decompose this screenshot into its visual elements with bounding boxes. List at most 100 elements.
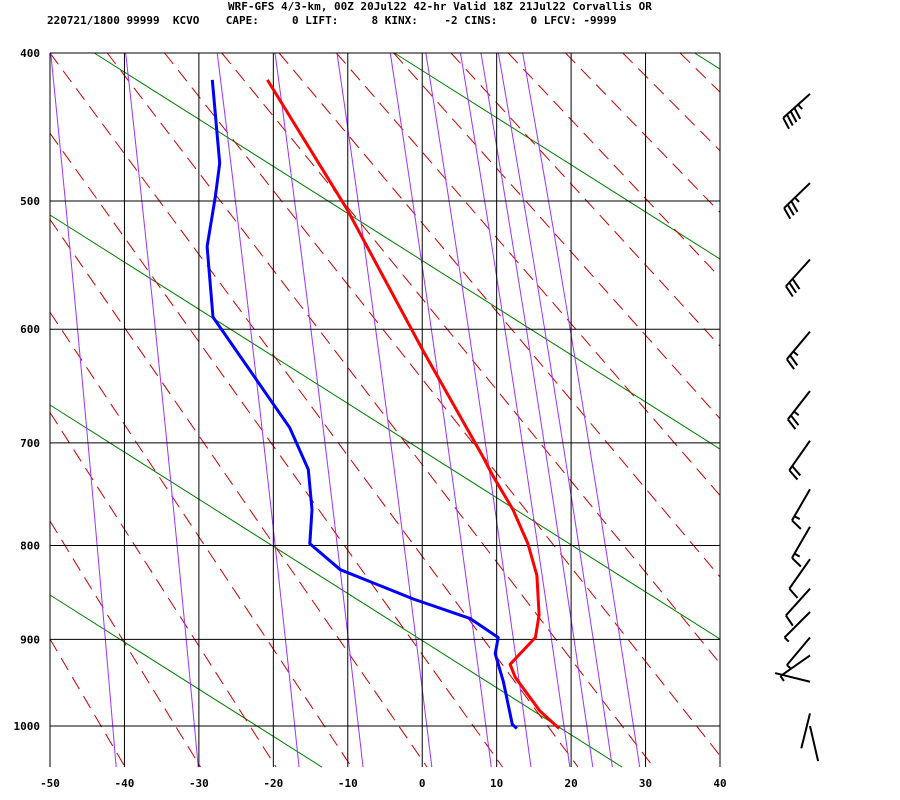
- mixing-ratio-segment: [144, 227, 147, 242]
- mixing-ratio-segment: [111, 717, 114, 727]
- mixing-ratio-segment: [296, 750, 299, 759]
- mixing-ratio-segment: [573, 639, 576, 649]
- mixing-ratio-segment: [167, 453, 170, 465]
- mixing-ratio-segment: [544, 329, 548, 342]
- mixing-ratio-segment: [282, 115, 286, 131]
- mixing-ratio-segment: [269, 495, 272, 506]
- mixing-ratio-segment: [181, 593, 184, 603]
- mixing-ratio-segment: [563, 292, 567, 305]
- mixing-ratio-segment: [323, 432, 326, 443]
- mixing-ratio-segment: [563, 574, 567, 585]
- mixing-ratio-segment: [79, 352, 82, 365]
- dry-adiabat: [335, 52, 721, 496]
- mixing-ratio-segment: [516, 158, 520, 174]
- mixing-ratio-segment: [516, 665, 519, 675]
- mixing-ratio-segment: [564, 734, 567, 743]
- mixing-ratio-segment: [241, 254, 244, 268]
- mixing-ratio-segment: [393, 464, 396, 475]
- mixing-ratio-segment: [500, 68, 505, 85]
- mixing-ratio-segment: [544, 593, 547, 603]
- barb-full: [791, 465, 802, 477]
- mixing-ratio-segment: [549, 630, 552, 640]
- mixing-ratio-segment: [547, 352, 551, 365]
- mixing-ratio-segment: [598, 505, 602, 516]
- mixing-ratio-segment: [525, 68, 529, 85]
- mixing-ratio-segment: [582, 574, 586, 585]
- mixing-ratio-segment: [446, 442, 450, 454]
- mixing-ratio-segment: [465, 574, 468, 585]
- mixing-ratio-segment: [343, 602, 346, 613]
- mixing-ratio-segment: [548, 474, 552, 486]
- mixing-ratio-segment: [157, 352, 160, 365]
- mixing-ratio-segment: [325, 453, 329, 465]
- mixing-ratio-segment: [67, 227, 70, 242]
- temperature-profile: [266, 79, 561, 730]
- mixing-ratio-segment: [557, 535, 561, 546]
- mixing-ratio-segment: [579, 555, 583, 565]
- mixing-ratio-segment: [466, 317, 470, 330]
- mixing-ratio-segment: [86, 432, 89, 443]
- mixing-ratio-segment: [56, 115, 59, 131]
- mixing-ratio-segment: [329, 485, 332, 496]
- mixing-ratio-segment: [577, 376, 581, 388]
- mixing-ratio-segment: [416, 648, 419, 658]
- mixing-ratio-segment: [250, 329, 253, 342]
- mixing-ratio-segment: [545, 602, 548, 613]
- mixing-ratio-segment: [467, 593, 470, 603]
- mixing-ratio-segment: [479, 683, 482, 693]
- mixing-ratio-segment: [550, 485, 553, 496]
- mixing-ratio-segment: [564, 453, 567, 465]
- mixing-ratio-segment: [509, 364, 513, 377]
- mixing-ratio-segment: [189, 683, 192, 693]
- mixing-ratio-segment: [183, 621, 186, 631]
- mixing-ratio-segment: [601, 700, 605, 710]
- mixing-ratio-segment: [557, 683, 560, 693]
- mixing-ratio-segment: [233, 187, 236, 202]
- mixing-ratio-segment: [412, 611, 415, 622]
- mixing-ratio-segment: [251, 341, 254, 354]
- sounding-indices: 220721/1800 99999 KCVO CAPE: 0 LIFT: 8 K…: [47, 14, 617, 27]
- mixing-ratio-segment: [448, 453, 451, 465]
- mixing-ratio-segment: [520, 292, 523, 305]
- mixing-ratio-segment: [60, 158, 64, 174]
- mixing-ratio-segment: [87, 442, 90, 454]
- mixing-ratio-segment: [529, 241, 533, 255]
- mixing-ratio-segment: [429, 317, 432, 330]
- mixing-ratio-segment: [525, 214, 529, 229]
- mixing-ratio-segment: [548, 200, 552, 215]
- mixing-ratio-segment: [435, 114, 439, 131]
- mixing-ratio-segment: [428, 742, 431, 751]
- mixing-ratio-segment: [505, 583, 508, 594]
- mixing-ratio-segment: [476, 387, 480, 399]
- mixing-ratio-segment: [270, 505, 273, 516]
- mixing-ratio-segment: [99, 574, 102, 585]
- mixing-ratio-segment: [361, 758, 364, 768]
- mixing-ratio-segment: [478, 398, 482, 411]
- x-tick-label: 20: [564, 777, 577, 790]
- x-tick-label: 40: [713, 777, 726, 790]
- barb-full: [787, 418, 797, 430]
- mixing-ratio-line: [216, 52, 300, 768]
- mixing-ratio-segment: [472, 129, 477, 145]
- mixing-ratio-segment: [379, 364, 383, 377]
- mixing-ratio-segment: [417, 657, 420, 667]
- mixing-ratio-segment: [500, 304, 504, 318]
- barb-full: [788, 587, 799, 599]
- mixing-ratio-segment: [525, 464, 528, 475]
- mixing-ratio-segment: [412, 200, 416, 215]
- mixing-ratio-segment: [432, 341, 436, 354]
- mixing-ratio-segment: [132, 115, 135, 131]
- mixing-ratio-segment: [357, 725, 360, 735]
- mixing-ratio-segment: [195, 742, 198, 751]
- mixing-ratio-segment: [480, 692, 484, 701]
- mixing-ratio-segment: [499, 545, 503, 556]
- mixing-ratio-segment: [427, 68, 432, 85]
- mixing-ratio-segment: [587, 602, 590, 613]
- mixing-ratio-segment: [601, 525, 605, 536]
- barb-half: [794, 196, 800, 203]
- mixing-ratio-segment: [305, 292, 309, 305]
- mixing-ratio-segment: [74, 304, 77, 318]
- barb-staff: [809, 725, 820, 762]
- wind-barb: [788, 440, 811, 481]
- mixing-ratio-segment: [350, 665, 353, 675]
